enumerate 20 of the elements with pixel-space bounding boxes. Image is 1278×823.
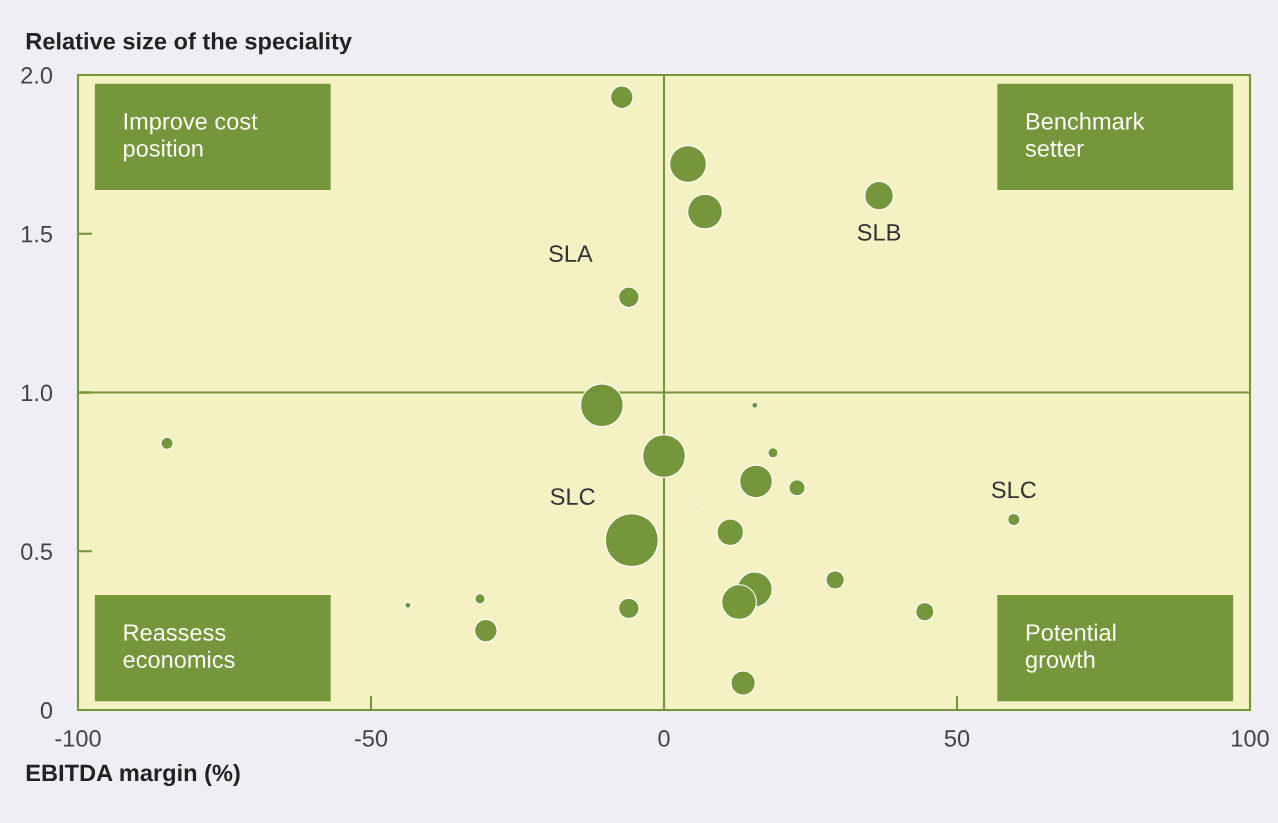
annotation: SLB: [857, 224, 901, 241]
y-axis-title: Relative size of the speciality: [26, 32, 352, 55]
annotation: SLA: [549, 245, 593, 263]
annotation: Benchmark setter: [1025, 112, 1145, 157]
y-tick-label: 1.0: [21, 384, 53, 402]
x-tick-label: 0: [658, 730, 670, 747]
annotation: Potential growth: [1025, 623, 1116, 673]
annotation: Improve cost position: [124, 113, 258, 162]
y-tick-label: 0: [40, 702, 53, 719]
y-tick-label: 1.5: [21, 226, 53, 243]
annotation: Reassess economics: [123, 624, 235, 668]
x-tick-label: -50: [354, 730, 388, 747]
annotation: SLC: [991, 481, 1036, 499]
annotation: SLC: [550, 488, 595, 505]
x-tick-label: 100: [1232, 730, 1269, 747]
y-tick-label: 0.5: [21, 543, 53, 561]
x-tick-label: 50: [944, 730, 970, 747]
x-axis-title: EBITDA margin (%): [26, 763, 240, 787]
x-tick-label: -100: [55, 730, 101, 747]
y-tick-label: 2.0: [21, 67, 53, 84]
